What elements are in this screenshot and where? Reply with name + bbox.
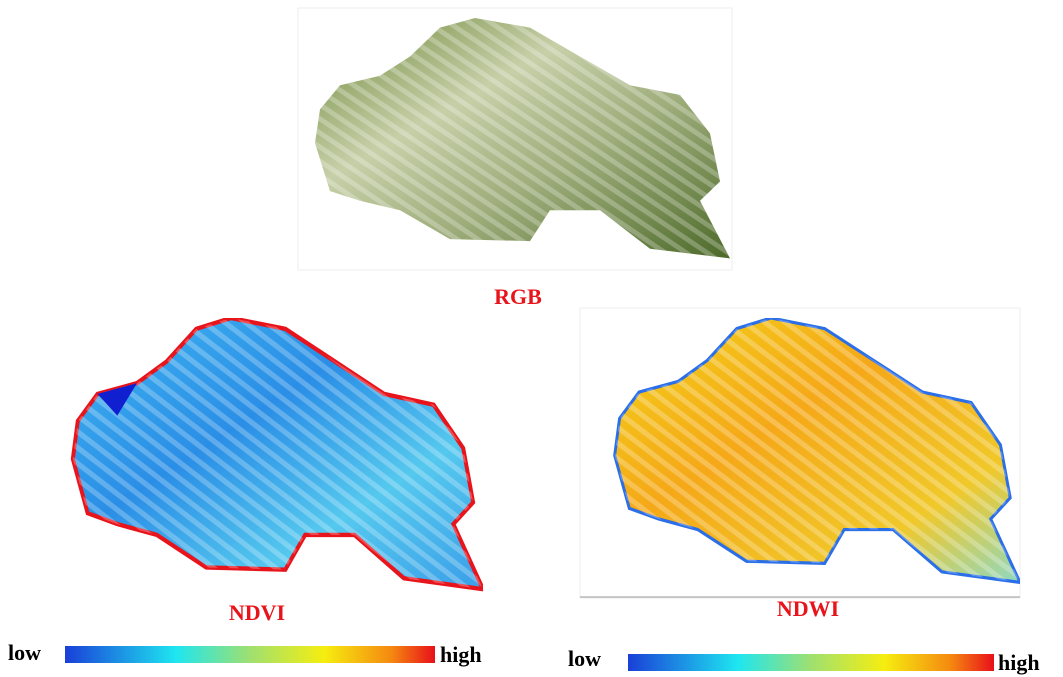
ndvi-image — [73, 318, 483, 589]
page: RGB NDVI NDWI low high low high (() => {… — [0, 0, 1063, 677]
colorbar — [65, 646, 435, 663]
colorbar — [628, 654, 994, 671]
figure: RGB NDVI NDWI low high low high — [0, 0, 1063, 677]
panel-label: NDWI — [777, 596, 839, 621]
panel-label: NDVI — [229, 600, 285, 625]
ndwi-image — [615, 318, 1020, 582]
panel-label: RGB — [494, 284, 542, 309]
colorbar-low: low — [8, 640, 41, 665]
rgb-image — [315, 18, 730, 258]
colorbar-low: low — [568, 646, 601, 671]
colorbar-high: high — [440, 642, 482, 667]
colorbar-high: high — [998, 650, 1040, 675]
